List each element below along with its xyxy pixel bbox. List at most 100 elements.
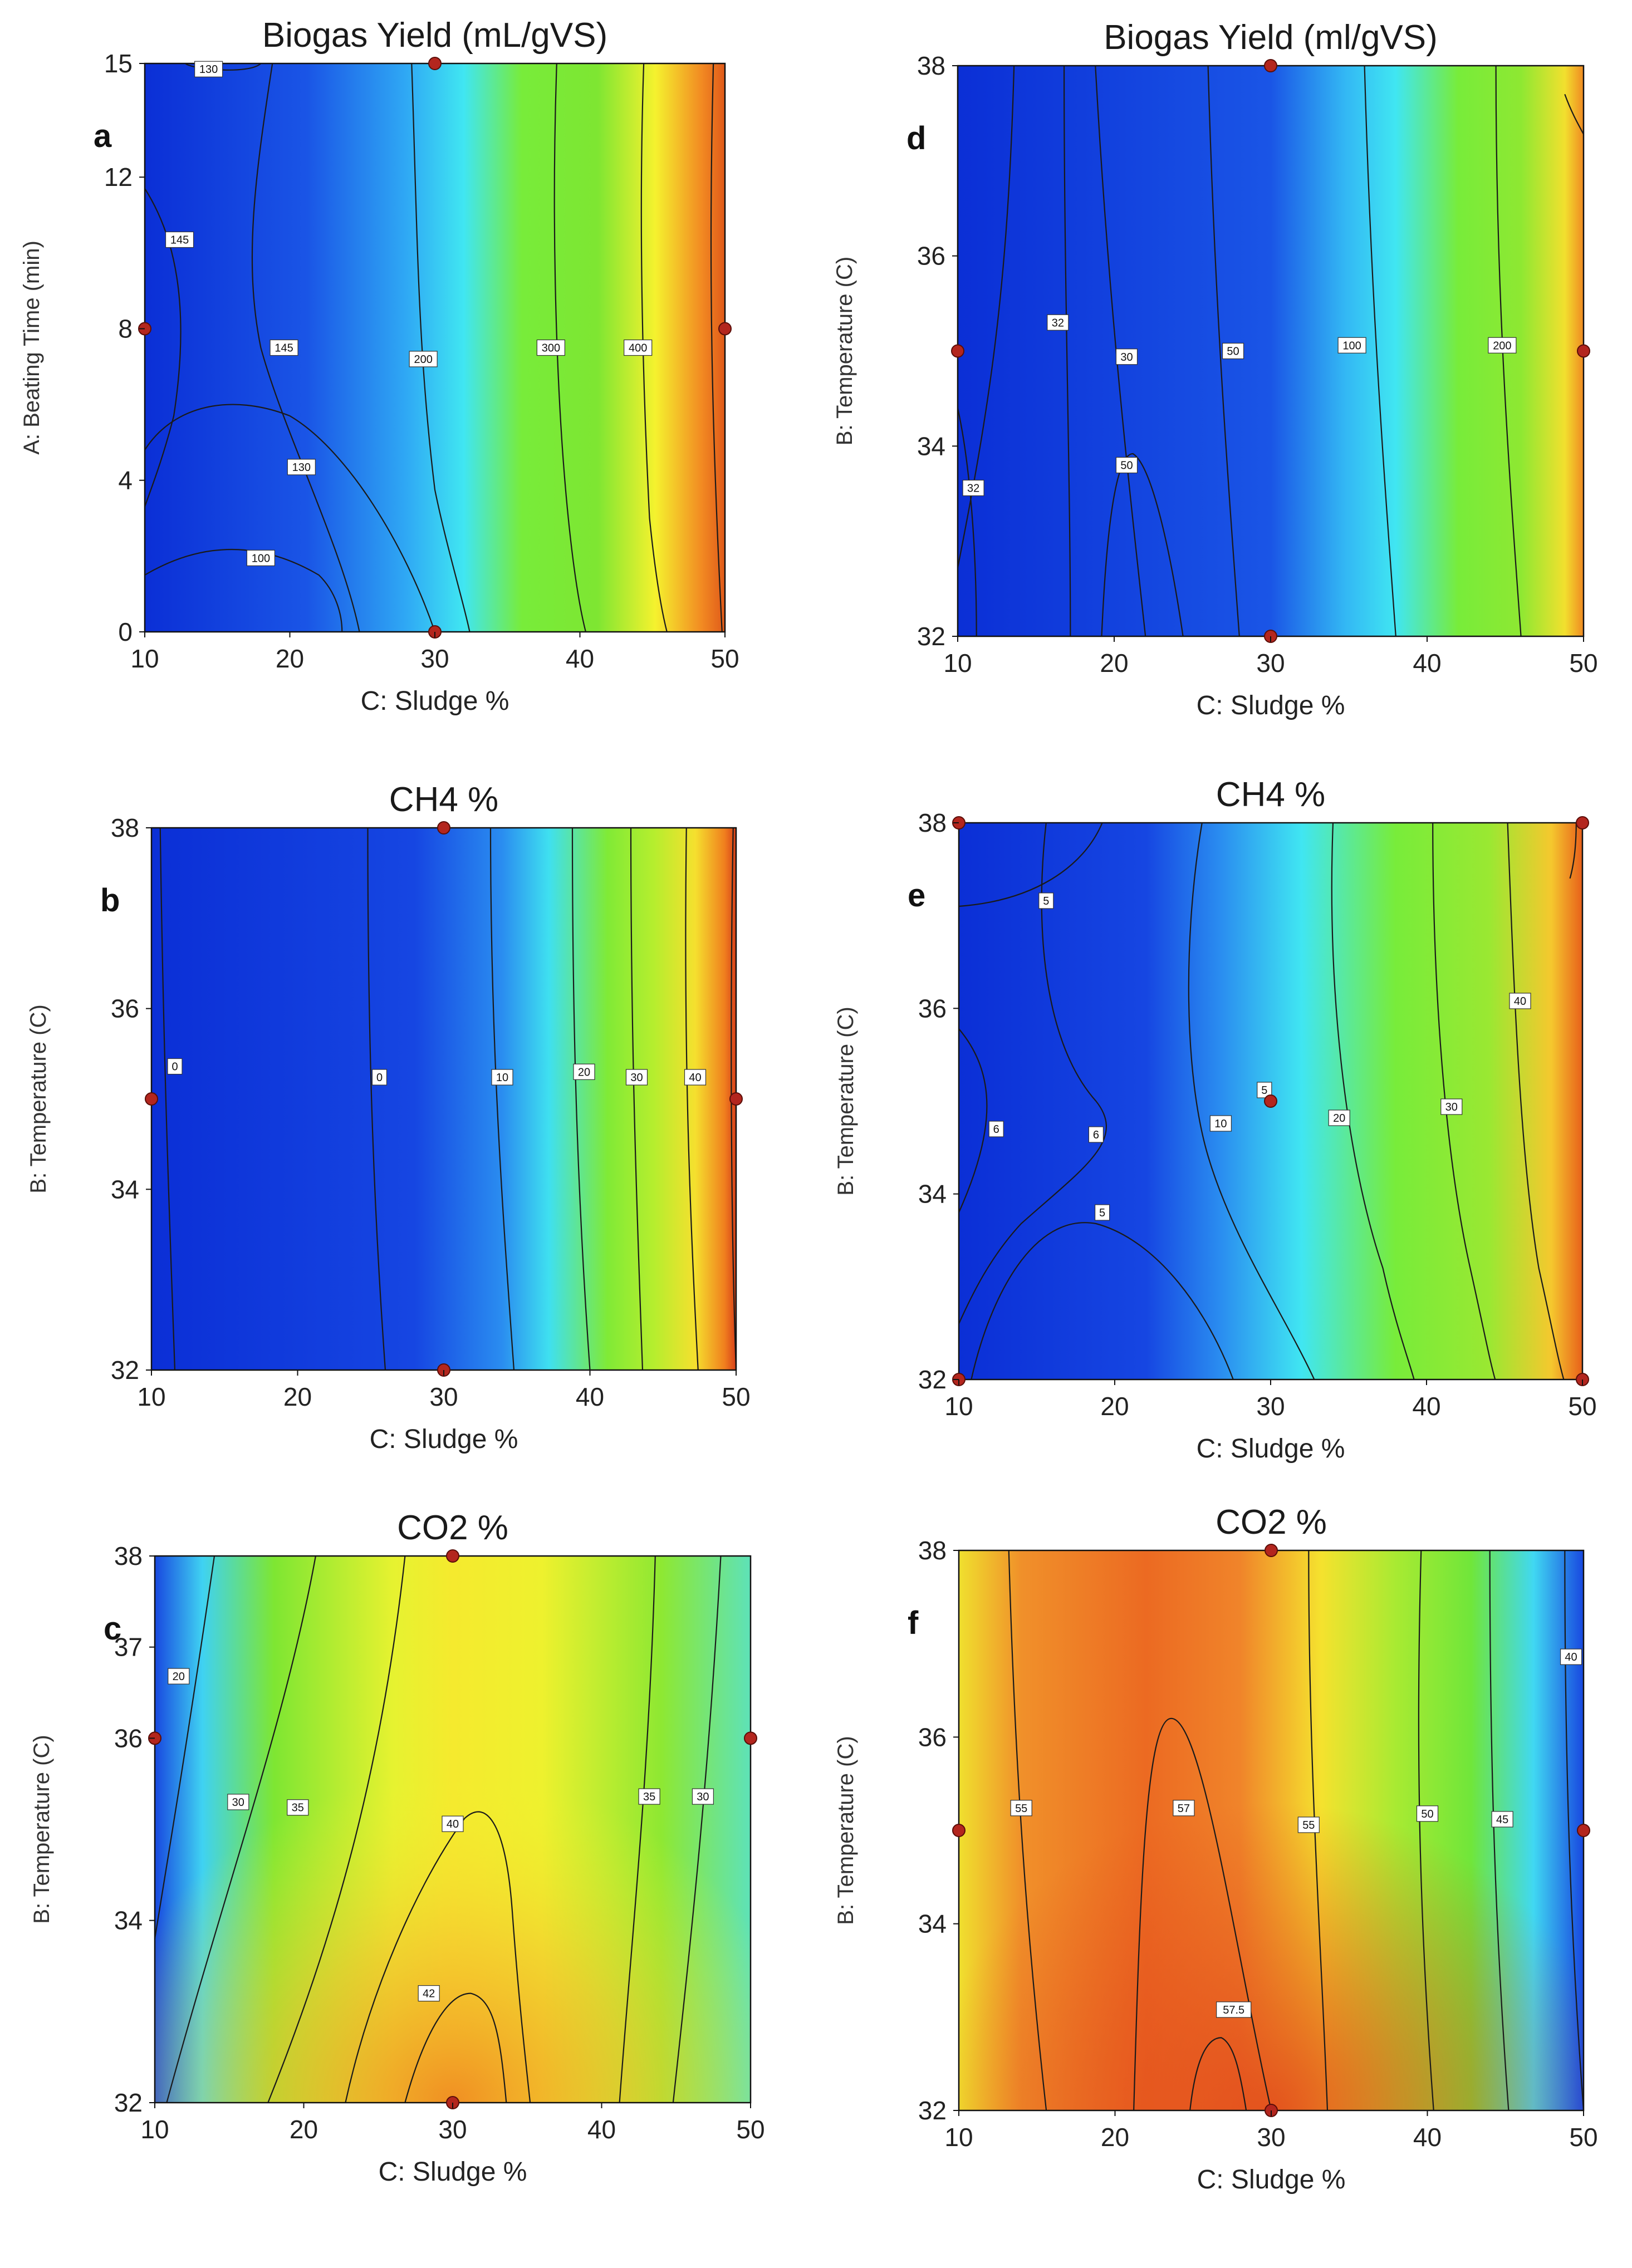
- contour-label-text: 130: [292, 462, 311, 474]
- design-point: [437, 821, 450, 834]
- contour-label-text: 55: [1015, 1803, 1027, 1815]
- contour-label-text: 20: [578, 1066, 590, 1078]
- design-point: [1265, 1544, 1278, 1557]
- design-point: [951, 344, 964, 358]
- contour-line: [1095, 66, 1145, 636]
- contour-lines: [958, 66, 1584, 636]
- contour-lines: [145, 63, 722, 632]
- y-tick-label: 32: [918, 2096, 947, 2125]
- contour-label: 57.5: [1216, 2001, 1252, 2018]
- contour-line: [145, 405, 435, 632]
- x-tick-label: 50: [1569, 649, 1597, 678]
- contour-line: [1570, 823, 1576, 878]
- y-tick-label: 32: [917, 622, 945, 651]
- contour-label-text: 40: [689, 1072, 701, 1084]
- contour-line: [368, 828, 386, 1370]
- contour-label-text: 5: [1043, 895, 1049, 907]
- x-tick-label: 20: [276, 644, 304, 673]
- contour-label-text: 20: [1333, 1112, 1345, 1125]
- contour-label-text: 57: [1178, 1803, 1190, 1815]
- x-tick-label: 30: [1256, 649, 1285, 678]
- contour-label: 10: [1209, 1115, 1232, 1132]
- contour-label: 30: [227, 1794, 249, 1810]
- contour-label: 35: [638, 1788, 660, 1805]
- x-axis-label: C: Sludge %: [1197, 691, 1345, 720]
- y-tick-label: 36: [917, 242, 945, 271]
- panel-b: 0 0 10 20 30 40 10 20 30 40 50 32 34 36 38 CH4 % C: Slud…: [26, 780, 751, 1454]
- contour-label-text: 200: [414, 354, 432, 366]
- contour-label: 6: [988, 1121, 1004, 1137]
- contour-label: 42: [418, 1985, 440, 2002]
- contour-label: 6: [1088, 1126, 1104, 1143]
- x-tick-label: 50: [722, 1382, 750, 1411]
- contour-label-text: 40: [1514, 995, 1526, 1008]
- contour-label: 50: [1222, 342, 1244, 360]
- y-tick-label: 34: [111, 1175, 139, 1204]
- design-point: [718, 322, 732, 336]
- y-tick-label: 38: [918, 1536, 947, 1565]
- contour-line: [252, 63, 360, 632]
- panel-d: 32 32 30 50 50 100 200 10 20 30 40 50 32 34 36 38 Biogas…: [832, 18, 1598, 720]
- contour-line: [1189, 823, 1315, 1380]
- contour-line: [1508, 823, 1564, 1380]
- contour-label: 40: [684, 1069, 707, 1086]
- contour-label: 200: [409, 351, 438, 367]
- contour-label-text: 35: [292, 1802, 304, 1814]
- y-tick-label: 38: [917, 51, 945, 80]
- contour-label-text: 42: [423, 1988, 435, 2000]
- x-tick-label: 20: [290, 2115, 318, 2144]
- chart-title: CO2 %: [397, 1509, 508, 1547]
- contour-label: 20: [168, 1668, 190, 1685]
- x-tick-label: 30: [420, 644, 449, 673]
- contour-line: [491, 828, 514, 1370]
- x-tick-label: 10: [944, 1392, 973, 1421]
- design-point: [446, 1549, 459, 1563]
- design-point: [744, 1731, 757, 1745]
- x-tick-label: 40: [1412, 1392, 1440, 1421]
- contour-lines: [1009, 1550, 1584, 2110]
- panel-letter: d: [906, 120, 926, 156]
- contour-label: 20: [1328, 1110, 1350, 1126]
- contour-label: 10: [491, 1069, 513, 1086]
- contour-label: 32: [962, 479, 984, 497]
- x-axis-label: C: Sludge %: [370, 1425, 518, 1454]
- y-axis-label: A: Beating Time (min): [19, 240, 44, 455]
- y-tick-label: 32: [111, 1356, 139, 1385]
- contour-line: [685, 828, 698, 1370]
- contour-label: 57: [1173, 1800, 1195, 1817]
- contour-line: [1332, 823, 1414, 1380]
- contour-line: [959, 823, 1102, 906]
- contour-label-text: 45: [1496, 1814, 1508, 1826]
- contour-lines: [155, 1556, 721, 2103]
- x-axis-label: C: Sludge %: [1197, 2165, 1346, 2195]
- contour-field: [151, 828, 736, 1370]
- contour-label: 5: [1094, 1204, 1110, 1221]
- y-tick-label: 38: [114, 1542, 143, 1570]
- y-tick-label: 36: [918, 994, 947, 1023]
- contour-label: 40: [1560, 1648, 1582, 1665]
- contour-line: [1496, 66, 1521, 636]
- x-tick-label: 50: [1569, 2123, 1597, 2152]
- x-tick-label: 30: [438, 2115, 467, 2144]
- contour-label-text: 30: [232, 1796, 244, 1809]
- contour-label-text: 32: [1052, 317, 1064, 329]
- y-axis-label: B: Temperature (C): [834, 1007, 858, 1195]
- design-point: [1577, 344, 1590, 358]
- panel-f: 55 57 57.5 55 50 45 40 10 20 30 40 50 32 34 36 38 CO2 % C…: [834, 1503, 1598, 2195]
- x-tick-label: 40: [587, 2115, 616, 2144]
- y-tick-label: 8: [118, 314, 133, 343]
- contour-line: [631, 828, 643, 1370]
- contour-label: 35: [287, 1799, 309, 1816]
- contour-label-text: 145: [170, 234, 189, 247]
- contour-label: 145: [269, 339, 298, 356]
- panel-e: 5 6 6 5 10 20 30 40 5 10 20 30 40 50 32 34 36 38 CH4 % C: S…: [834, 775, 1597, 1464]
- contour-label: 100: [246, 549, 275, 566]
- chart-title: CO2 %: [1216, 1503, 1327, 1542]
- contour-label: 0: [167, 1058, 183, 1075]
- chart-title: Biogas Yield (mL/gVS): [262, 16, 607, 55]
- contour-label: 55: [1297, 1817, 1320, 1833]
- panel-letter: c: [104, 1611, 121, 1647]
- contour-line: [268, 1556, 405, 2103]
- y-tick-label: 36: [114, 1724, 143, 1752]
- contour-label: 300: [536, 339, 566, 356]
